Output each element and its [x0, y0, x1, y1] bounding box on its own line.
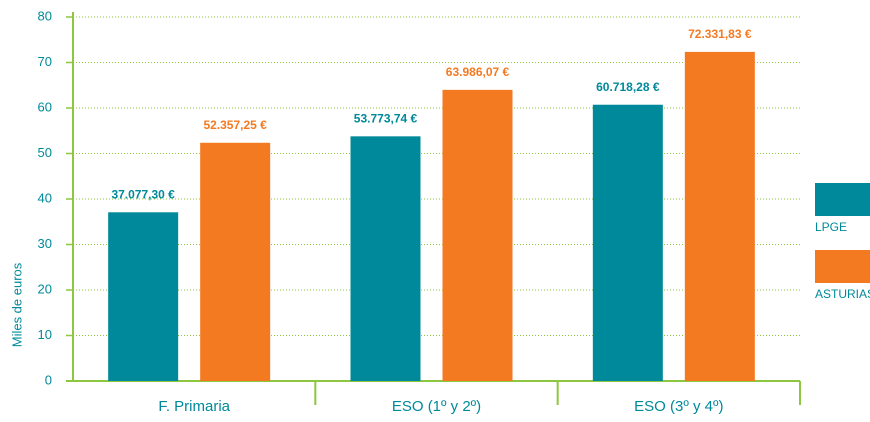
- y-tick-label: 40: [38, 190, 52, 205]
- y-tick-label: 30: [38, 236, 52, 251]
- bar: [350, 136, 421, 381]
- value-label: 53.773,74 €: [354, 112, 418, 126]
- legend-swatch: [815, 250, 870, 283]
- x-tick-label: ESO (1º y 2º): [392, 398, 481, 415]
- bar: [200, 142, 271, 381]
- bar: [592, 104, 663, 382]
- bar: [442, 89, 513, 382]
- y-tick-label: 0: [45, 372, 52, 387]
- value-label: 72.331,83 €: [688, 27, 752, 41]
- legend-swatch: [815, 183, 870, 216]
- y-tick-label: 50: [38, 145, 52, 160]
- x-tick-label: ESO (3º y 4º): [634, 398, 723, 415]
- y-axis-label: Miles de euros: [9, 262, 24, 347]
- y-tick-label: 60: [38, 99, 52, 114]
- y-tick-label: 70: [38, 54, 52, 69]
- value-label: 52.357,25 €: [203, 118, 267, 132]
- value-label: 37.077,30 €: [111, 187, 175, 201]
- legend-label: LPGE: [815, 220, 847, 234]
- y-tick-label: 80: [38, 8, 52, 23]
- value-label: 63.986,07 €: [446, 65, 510, 79]
- x-tick-label: F. Primaria: [158, 398, 230, 415]
- bar: [108, 212, 179, 381]
- bar: [684, 51, 755, 382]
- y-tick-label: 20: [38, 281, 52, 296]
- legend-label: ASTURIAS: [815, 287, 870, 301]
- value-label: 60.718,28 €: [596, 80, 660, 94]
- y-tick-label: 10: [38, 327, 52, 342]
